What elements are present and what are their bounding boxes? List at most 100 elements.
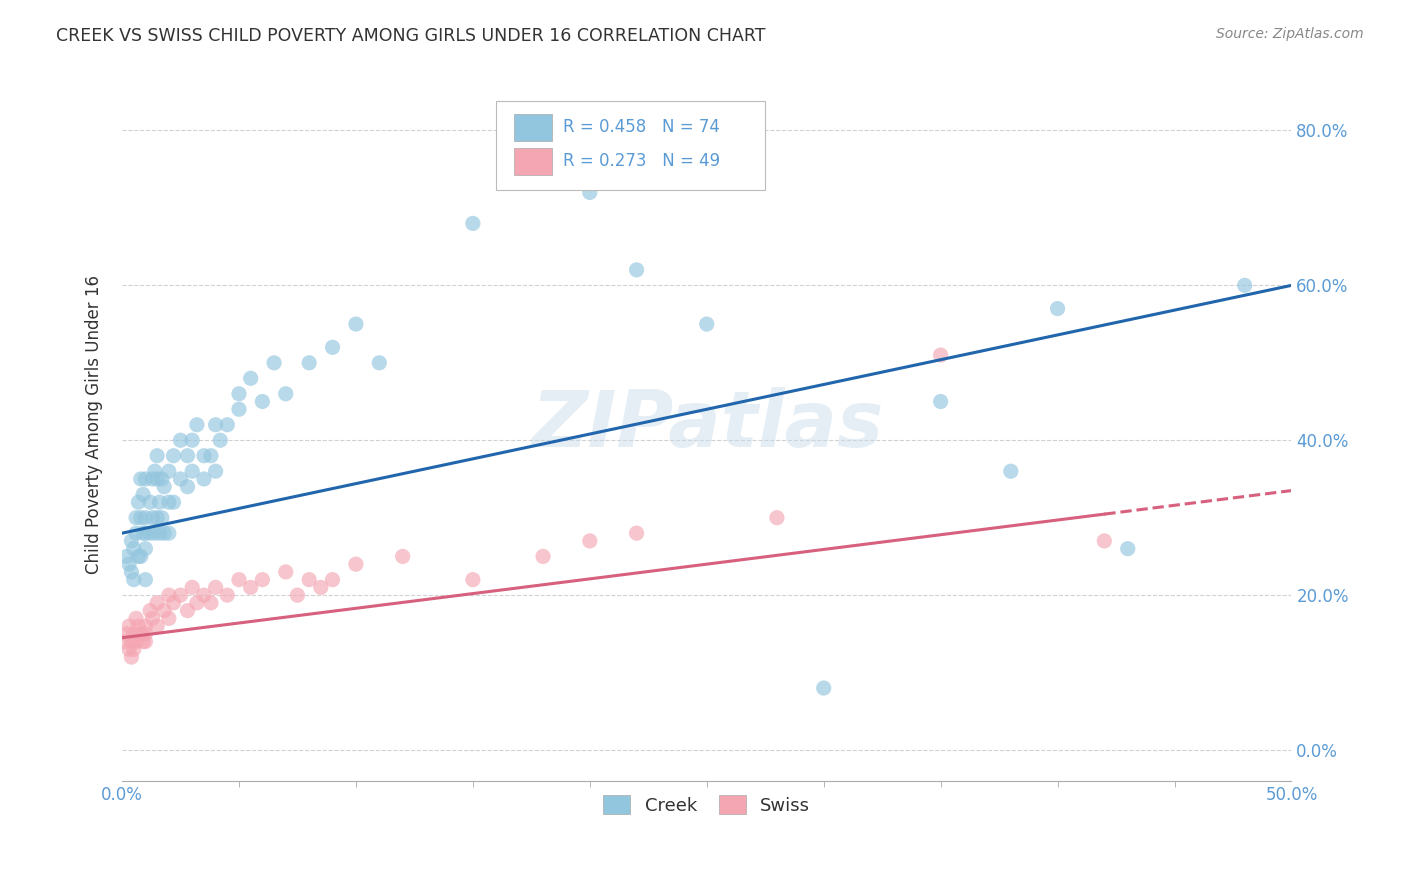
Point (461, 216, 484, 230)
Point (217, 588, 239, 602)
Point (239, 371, 262, 385)
Point (141, 510, 163, 524)
Point (141, 611, 163, 625)
Point (122, 573, 145, 587)
Point (115, 549, 138, 564)
Point (186, 417, 208, 432)
Point (150, 472, 173, 486)
Point (146, 510, 169, 524)
Point (186, 596, 208, 610)
Point (134, 472, 156, 486)
Point (531, 549, 554, 564)
Point (139, 604, 162, 618)
Text: R = 0.458   N = 74: R = 0.458 N = 74 (562, 118, 720, 136)
Point (263, 356, 285, 370)
Point (322, 573, 344, 587)
Point (134, 634, 156, 648)
Point (929, 394, 952, 409)
Point (1233, 278, 1256, 293)
Point (1092, 533, 1115, 548)
Point (200, 596, 222, 610)
Point (578, 186, 600, 200)
Point (157, 588, 180, 602)
Point (157, 526, 180, 541)
Point (766, 510, 789, 524)
Point (200, 449, 222, 463)
Point (391, 549, 413, 564)
Point (204, 581, 226, 595)
Point (193, 449, 215, 463)
Point (193, 472, 215, 486)
Point (209, 434, 232, 448)
Point (157, 495, 180, 509)
Point (127, 619, 149, 633)
Point (129, 472, 152, 486)
Point (132, 526, 155, 541)
Point (139, 495, 162, 509)
Point (134, 619, 156, 633)
Point (148, 495, 170, 509)
FancyBboxPatch shape (513, 114, 553, 141)
Point (176, 449, 198, 463)
Point (176, 604, 198, 618)
Point (125, 634, 148, 648)
Point (118, 642, 141, 657)
Point (1116, 541, 1139, 556)
Point (122, 627, 145, 641)
Point (134, 526, 156, 541)
Point (274, 386, 297, 401)
Point (153, 604, 176, 618)
Point (1000, 464, 1022, 478)
Point (127, 549, 149, 564)
Point (157, 611, 180, 625)
Point (157, 464, 180, 478)
Point (252, 394, 274, 409)
Point (204, 464, 226, 478)
Point (112, 634, 135, 648)
Point (129, 549, 152, 564)
Point (146, 472, 169, 486)
Point (181, 464, 204, 478)
Point (129, 627, 152, 641)
Point (217, 417, 239, 432)
Point (193, 588, 215, 602)
Point (298, 356, 321, 370)
Point (129, 510, 152, 524)
Point (134, 573, 156, 587)
Point (125, 510, 148, 524)
Point (146, 619, 169, 633)
Point (127, 495, 149, 509)
Text: Source: ZipAtlas.com: Source: ZipAtlas.com (1216, 27, 1364, 41)
Point (143, 526, 166, 541)
Point (696, 317, 718, 331)
FancyBboxPatch shape (496, 101, 765, 190)
Point (134, 541, 156, 556)
Point (153, 480, 176, 494)
Y-axis label: Child Poverty Among Girls Under 16: Child Poverty Among Girls Under 16 (86, 276, 103, 574)
Point (162, 449, 184, 463)
Point (239, 581, 262, 595)
Point (181, 434, 204, 448)
Point (122, 541, 145, 556)
Point (125, 611, 148, 625)
Point (368, 356, 391, 370)
Text: ZIPatlas: ZIPatlas (530, 387, 883, 463)
Point (274, 565, 297, 579)
Point (146, 596, 169, 610)
Point (143, 464, 166, 478)
Point (344, 317, 367, 331)
Point (148, 526, 170, 541)
Point (228, 402, 250, 417)
Text: CREEK VS SWISS CHILD POVERTY AMONG GIRLS UNDER 16 CORRELATION CHART: CREEK VS SWISS CHILD POVERTY AMONG GIRLS… (56, 27, 766, 45)
Point (176, 480, 198, 494)
Point (309, 581, 332, 595)
Point (120, 634, 142, 648)
Point (298, 573, 321, 587)
Point (228, 386, 250, 401)
Point (134, 510, 156, 524)
Point (162, 495, 184, 509)
Point (146, 449, 169, 463)
Text: R = 0.273   N = 49: R = 0.273 N = 49 (562, 153, 720, 170)
Point (461, 573, 484, 587)
Point (132, 487, 155, 501)
